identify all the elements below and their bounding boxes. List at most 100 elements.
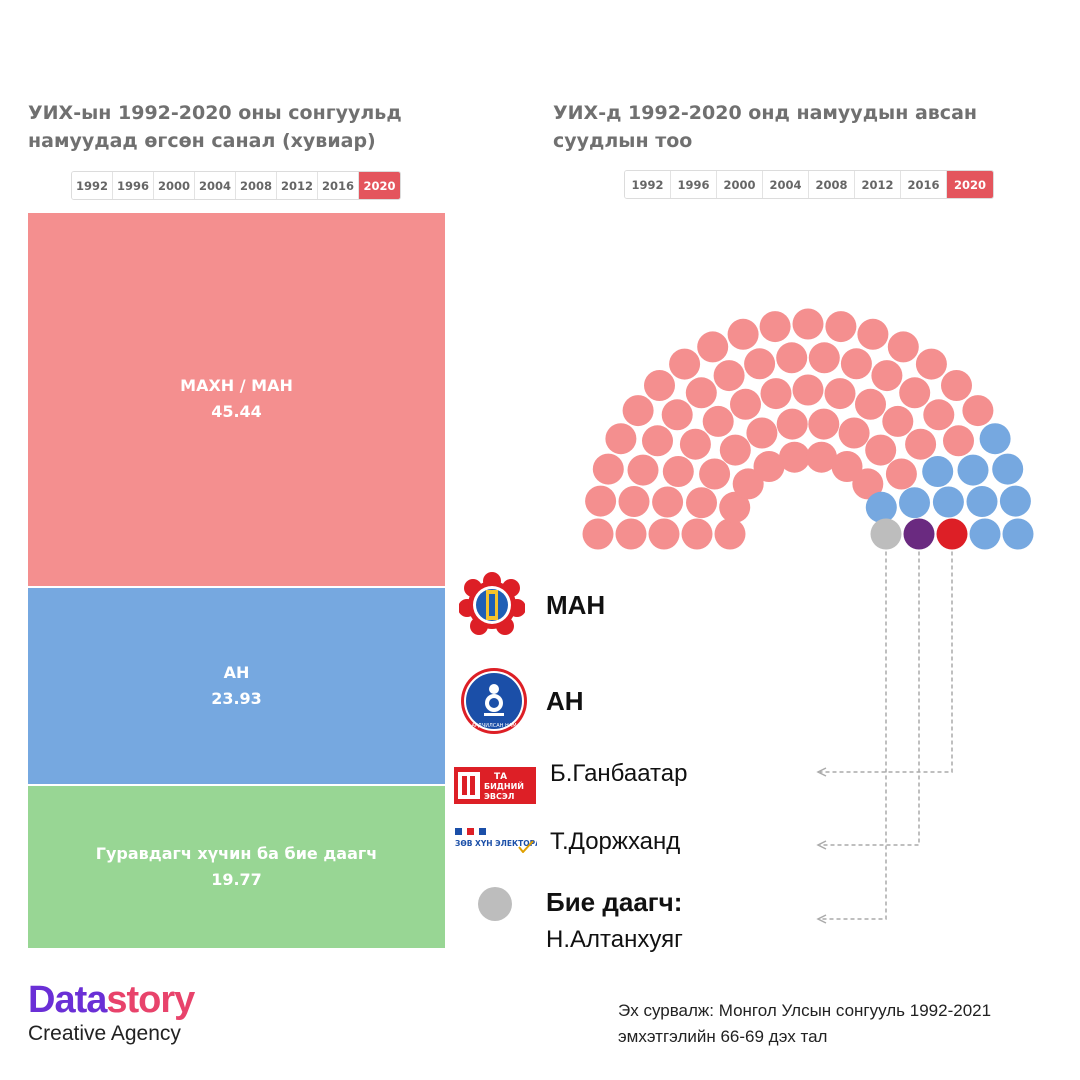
- seat-marker: [744, 348, 776, 380]
- seat-marker: [759, 311, 791, 343]
- seat-marker: [605, 423, 637, 455]
- treemap-year-2012[interactable]: 2012: [277, 172, 318, 199]
- seat-marker: [760, 378, 792, 410]
- man-party-emblem-icon: [459, 572, 525, 635]
- legend-label-an: АН: [546, 686, 584, 716]
- treemap-label-0: МАХН / МАН: [180, 376, 293, 396]
- seat-marker: [871, 360, 903, 392]
- leader-line-altankhuyag-arrow: [816, 914, 827, 924]
- seat-marker: [585, 485, 617, 517]
- seat-marker: [753, 451, 785, 482]
- seat-marker: [962, 395, 994, 427]
- seat-marker: [685, 377, 717, 409]
- ta-logo-text-2: БИДНИЙ: [484, 780, 524, 791]
- seat-marker: [776, 342, 808, 374]
- seat-marker: [732, 468, 764, 500]
- ta-logo-text-1: ТА: [494, 772, 507, 782]
- treemap-year-2008[interactable]: 2008: [236, 172, 277, 199]
- seat-marker: [661, 399, 693, 431]
- seat-marker: [681, 518, 713, 550]
- an-logo-text: АРДЧИЛСАН НАМ: [471, 723, 516, 729]
- seat-marker: [582, 518, 614, 550]
- seat-marker: [714, 518, 746, 550]
- seat-marker: [699, 458, 731, 490]
- seat-marker: [652, 486, 684, 518]
- seat-marker: [702, 405, 734, 437]
- vote-share-treemap: МАХН / МАН 45.44 АН 23.93 Гуравдагч хүчин ба…: [28, 213, 445, 948]
- seat-marker: [885, 458, 917, 490]
- seat-marker: [887, 331, 919, 363]
- seat-marker: [776, 408, 808, 440]
- seat-marker: [686, 487, 717, 519]
- treemap-block-1[interactable]: АН 23.93: [28, 587, 445, 784]
- seat-marker: [1002, 518, 1034, 550]
- legend-label-independent-title: Бие даагч:: [546, 887, 683, 917]
- seat-marker: [825, 311, 857, 343]
- treemap-block-2[interactable]: Гуравдагч хүчин ба бие даагч 19.77: [28, 785, 445, 948]
- seat-marker: [622, 395, 654, 427]
- seat-marker: [808, 342, 840, 374]
- seat-marker: [915, 348, 947, 380]
- seat-marker: [936, 518, 968, 550]
- democratic-party-emblem-icon: АРДЧИЛСАН НАМ: [461, 668, 527, 734]
- seat-marker: [746, 417, 778, 449]
- seat-marker: [857, 318, 889, 350]
- treemap-value-0: 45.44: [211, 402, 262, 422]
- seat-marker: [943, 425, 974, 457]
- parliament-year-2016[interactable]: 2016: [901, 171, 947, 198]
- treemap-label-2: Гуравдагч хүчин ба бие даагч: [95, 843, 378, 863]
- seat-marker: [592, 453, 624, 485]
- seat-marker: [679, 428, 711, 460]
- logo-part-data: Data: [28, 979, 107, 1021]
- seat-marker: [941, 370, 972, 401]
- seat-marker: [957, 454, 989, 486]
- seat-marker: [697, 331, 729, 363]
- logo-part-story: story: [106, 979, 195, 1021]
- treemap-year-2020[interactable]: 2020: [359, 172, 400, 199]
- parliament-year-2020[interactable]: 2020: [947, 171, 993, 198]
- treemap-year-1992[interactable]: 1992: [72, 172, 113, 199]
- treemap-year-2004[interactable]: 2004: [195, 172, 236, 199]
- treemap-title: УИХ-ын 1992-2020 оны сонгуульд намуудад …: [28, 102, 402, 152]
- seat-marker: [779, 441, 810, 473]
- parliament-year-1992[interactable]: 1992: [625, 171, 671, 198]
- seat-marker: [719, 491, 751, 523]
- seat-marker: [719, 434, 751, 466]
- treemap-block-0[interactable]: МАХН / МАН 45.44: [28, 213, 445, 586]
- treemap-year-2016[interactable]: 2016: [318, 172, 359, 199]
- parliament-year-2004[interactable]: 2004: [763, 171, 809, 198]
- seat-marker: [618, 486, 650, 517]
- legend-label-altankhuyag: Н.Алтанхуяг: [546, 926, 683, 953]
- leader-line-altankhuyag: [820, 551, 887, 920]
- seat-marker: [870, 518, 902, 550]
- parliament-year-2008[interactable]: 2008: [809, 171, 855, 198]
- seat-marker: [923, 399, 955, 431]
- legend-label-ganbaatar: Б.Ганбаатар: [550, 760, 688, 787]
- seat-marker: [627, 454, 659, 486]
- seat-marker: [999, 485, 1031, 517]
- seat-marker: [808, 408, 840, 440]
- zov-khun-elektorat-logo-icon: ЗӨВ ХҮН ЭЛЕКТОРАТ: [455, 828, 537, 853]
- seat-marker: [932, 486, 964, 518]
- source-line-1: Эх сурвалж: Монгол Улсын сонгууль 1992-2…: [618, 1001, 992, 1020]
- legend-label-dorjkhand: Т.Доржханд: [550, 828, 681, 855]
- treemap-year-1996[interactable]: 1996: [113, 172, 154, 199]
- seat-marker: [824, 378, 856, 410]
- seat-marker: [855, 388, 886, 420]
- parliament-year-1996[interactable]: 1996: [671, 171, 717, 198]
- parliament-year-2000[interactable]: 2000: [717, 171, 763, 198]
- seat-marker: [865, 434, 897, 466]
- seat-marker: [644, 370, 675, 401]
- parliament-year-2012[interactable]: 2012: [855, 171, 901, 198]
- seat-marker: [899, 487, 930, 519]
- datastory-logo: Datastory: [28, 978, 195, 1022]
- seat-marker: [840, 348, 872, 380]
- seat-marker: [905, 428, 937, 460]
- seat-marker: [806, 441, 837, 473]
- seat-marker: [713, 360, 745, 392]
- seat-marker: [615, 518, 647, 550]
- seat-marker: [922, 456, 954, 487]
- source-note: Эх сурвалж: Монгол Улсын сонгууль 1992-2…: [618, 998, 1068, 1050]
- source-line-2: эмхэтгэлийн 66-69 дэх тал: [618, 1027, 828, 1046]
- treemap-year-2000[interactable]: 2000: [154, 172, 195, 199]
